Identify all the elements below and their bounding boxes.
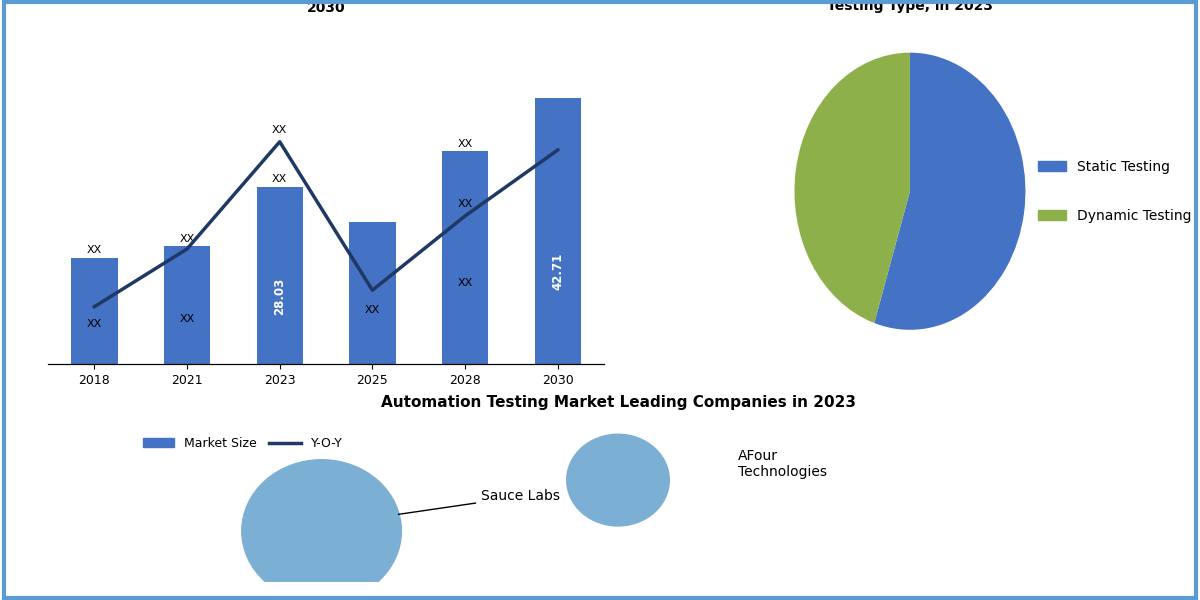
Legend: Static Testing, Dynamic Testing: Static Testing, Dynamic Testing xyxy=(1032,154,1196,228)
Text: Sauce Labs: Sauce Labs xyxy=(398,490,560,514)
Text: 28.03: 28.03 xyxy=(274,277,287,315)
Bar xyxy=(71,258,118,364)
Bar xyxy=(349,223,396,364)
Title: Automation Testing Market Share by
Testing Type, in 2023: Automation Testing Market Share by Testi… xyxy=(767,0,1054,13)
Bar xyxy=(257,187,302,364)
Bar xyxy=(164,246,210,364)
Wedge shape xyxy=(794,53,910,323)
Title: Automation Testing Market
Revenue in USD Billion, 2018-
2030: Automation Testing Market Revenue in USD… xyxy=(210,0,443,16)
Ellipse shape xyxy=(242,460,402,600)
Ellipse shape xyxy=(566,434,670,526)
Text: XX: XX xyxy=(86,319,102,329)
Wedge shape xyxy=(875,53,1026,330)
Text: XX: XX xyxy=(457,139,473,149)
Bar xyxy=(442,151,488,364)
Legend: Market Size, Y-O-Y: Market Size, Y-O-Y xyxy=(138,432,348,455)
Text: 42.71: 42.71 xyxy=(551,253,564,290)
Text: XX: XX xyxy=(86,245,102,256)
Text: XX: XX xyxy=(179,233,194,244)
Text: XX: XX xyxy=(457,199,473,209)
Text: AFour
Technologies: AFour Technologies xyxy=(738,449,827,479)
Text: Automation Testing Market Leading Companies in 2023: Automation Testing Market Leading Compan… xyxy=(380,395,856,410)
Text: XX: XX xyxy=(272,175,287,184)
Text: XX: XX xyxy=(365,305,380,316)
Text: XX: XX xyxy=(457,278,473,289)
Bar xyxy=(534,98,581,364)
Text: XX: XX xyxy=(272,125,287,135)
Text: XX: XX xyxy=(179,314,194,325)
